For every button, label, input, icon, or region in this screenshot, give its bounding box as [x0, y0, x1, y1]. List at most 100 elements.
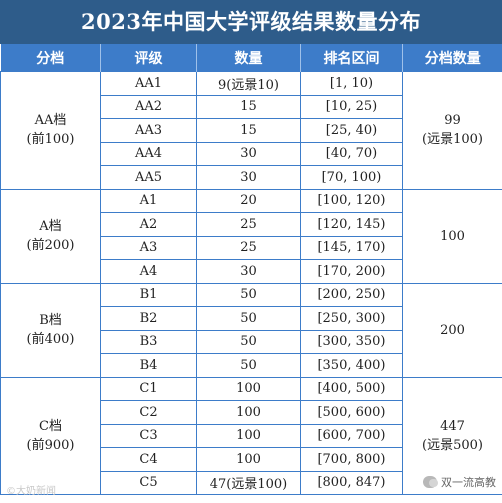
tier-range-label: (前200): [26, 238, 75, 253]
count-cell: 15: [196, 94, 301, 119]
count-cell: 30: [196, 165, 301, 190]
range-cell: [100, 120): [300, 188, 403, 213]
header-tier: 分档: [0, 44, 101, 72]
grade-cell: B4: [100, 353, 197, 378]
grade-cell: A4: [100, 259, 197, 284]
grade-cell: C4: [100, 447, 197, 472]
header-row: 分档 评级 数量 排名区间 分档数量: [0, 44, 502, 72]
grade-cell: C1: [100, 376, 197, 401]
range-cell: [120, 145): [300, 212, 403, 237]
table-row: AA3 15 [25, 40): [1, 118, 502, 143]
table-row: A档 (前200) A1 20 [100, 120) 100: [0, 188, 502, 284]
count-cell: 100: [196, 376, 301, 401]
tier-cell: AA档 (前100): [0, 71, 101, 190]
grade-cell: A3: [100, 235, 197, 260]
grade-cell: AA3: [100, 118, 197, 143]
range-cell: [1, 10): [300, 71, 403, 96]
range-cell: [500, 600): [300, 400, 403, 425]
range-cell: [200, 250): [300, 282, 403, 307]
tier-total-cell: 99 (远景100): [402, 71, 502, 190]
tier-total-note: (远景100): [422, 132, 483, 148]
count-cell: 25: [196, 235, 301, 260]
range-cell: [400, 500): [300, 376, 403, 401]
range-cell: [10, 25): [300, 94, 403, 119]
count-cell: 20: [196, 188, 301, 213]
table-row: C4 100 [700, 800): [1, 447, 502, 472]
tier-range-label: (前900): [26, 437, 75, 453]
count-cell: 50: [196, 353, 301, 378]
range-cell: [40, 70): [300, 141, 403, 166]
grade-cell: AA1: [100, 71, 197, 96]
grade-cell: C3: [100, 423, 197, 448]
count-cell: 100: [196, 423, 301, 448]
tier-name: B档: [39, 313, 62, 328]
table-row: B4 50 [350, 400): [1, 353, 502, 378]
count-cell: 15: [196, 118, 301, 143]
grade-cell: B3: [100, 329, 197, 354]
grade-cell: C5: [100, 470, 197, 495]
count-cell: 25: [196, 212, 301, 237]
range-cell: [170, 200): [300, 259, 403, 284]
count-cell: 100: [196, 400, 301, 425]
table-row: A2 25 [120, 145): [1, 212, 502, 237]
header-count: 数量: [196, 44, 301, 72]
table-row: A3 25 [145, 170): [1, 235, 502, 260]
table-row: AA5 30 [70, 100): [1, 165, 502, 190]
grade-cell: A2: [100, 212, 197, 237]
tier-name: A档: [39, 219, 62, 234]
page-title: 2023年中国大学评级结果数量分布: [0, 0, 502, 44]
count-cell: 30: [196, 259, 301, 284]
range-cell: [700, 800): [300, 447, 403, 472]
rating-distribution-table: 分档 评级 数量 排名区间 分档数量 AA档 (前100) AA1 9(远景10…: [0, 44, 502, 495]
table-row: A4 30 [170, 200): [1, 259, 502, 284]
range-cell: [70, 100): [300, 165, 403, 190]
grade-cell: A1: [100, 188, 197, 213]
tier-total-cell: 200: [402, 282, 502, 378]
range-cell: [600, 700): [300, 423, 403, 448]
count-cell: 100: [196, 447, 301, 472]
count-cell: 9(远景10): [196, 71, 301, 96]
tier-range-label: (前400): [26, 332, 75, 347]
tier-total: 447: [440, 418, 465, 434]
tier-total-cell: 447 (远景500): [402, 376, 502, 495]
table-row: B3 50 [300, 350): [1, 329, 502, 354]
range-cell: [145, 170): [300, 235, 403, 260]
table-row: C2 100 [500, 600): [1, 400, 502, 425]
table-row: AA4 30 [40, 70): [1, 141, 502, 166]
table-row: AA2 15 [10, 25): [1, 94, 502, 119]
header-grade: 评级: [100, 44, 197, 72]
watermark-right: 双一流高教: [423, 474, 496, 490]
table-row: C5 47(远景100) [800, 847): [1, 470, 502, 495]
tier-total: 200: [440, 322, 465, 338]
count-cell: 50: [196, 306, 301, 331]
table-row: B档 (前400) B1 50 [200, 250) 200: [0, 282, 502, 378]
count-cell: 47(远景100): [196, 470, 301, 495]
grade-cell: AA4: [100, 141, 197, 166]
wechat-icon: [423, 476, 438, 488]
watermark-left: ©大奶新闻: [6, 486, 56, 497]
range-cell: [250, 300): [300, 306, 403, 331]
header-tier-total: 分档数量: [402, 44, 502, 72]
grade-cell: B1: [100, 282, 197, 307]
grade-cell: AA5: [100, 165, 197, 190]
watermark-right-label: 双一流高教: [441, 476, 496, 489]
table-row: C3 100 [600, 700): [1, 423, 502, 448]
table-row: B2 50 [250, 300): [1, 306, 502, 331]
tier-cell: B档 (前400): [0, 282, 101, 378]
tier-total: 99: [444, 113, 461, 129]
grade-cell: C2: [100, 400, 197, 425]
tier-cell: A档 (前200): [0, 188, 101, 284]
table-row: C档 (前900) C1 100 [400, 500) 447 (远景500): [0, 376, 502, 495]
count-cell: 50: [196, 282, 301, 307]
range-cell: [350, 400): [300, 353, 403, 378]
tier-name: C档: [39, 418, 62, 434]
range-cell: [800, 847): [300, 470, 403, 495]
header-rank-range: 排名区间: [300, 44, 403, 72]
tier-range-label: (前100): [26, 132, 75, 148]
tier-total-note: (远景500): [422, 437, 483, 453]
table-row: AA档 (前100) AA1 9(远景10) [1, 10) 99 (远景100…: [0, 71, 502, 190]
tier-total-cell: 100: [402, 188, 502, 284]
count-cell: 30: [196, 141, 301, 166]
tier-cell: C档 (前900): [0, 376, 101, 495]
grade-cell: AA2: [100, 94, 197, 119]
